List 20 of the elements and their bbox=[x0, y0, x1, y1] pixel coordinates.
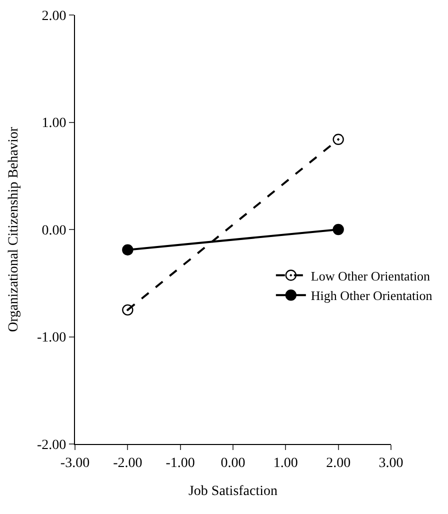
x-tick-label: 2.00 bbox=[326, 456, 351, 471]
x-axis-title: Job Satisfaction bbox=[188, 484, 278, 500]
y-tick-label: -1.00 bbox=[37, 330, 66, 346]
x-tick-label: -1.00 bbox=[166, 456, 195, 471]
y-tick-label: -2.00 bbox=[37, 438, 66, 453]
x-tick-label: -2.00 bbox=[113, 456, 142, 471]
point bbox=[332, 134, 344, 146]
y-axis-title: Organizational Citizenship Behavior bbox=[6, 126, 22, 332]
x-tick-label: -3.00 bbox=[60, 456, 90, 471]
x-tick-label: 0.00 bbox=[220, 456, 246, 471]
legend-label: Low Other Orientation bbox=[310, 268, 431, 284]
point bbox=[122, 244, 134, 256]
legend-label: High Other Orientation bbox=[310, 288, 433, 304]
x-tick-label: 1.00 bbox=[273, 456, 298, 471]
point bbox=[122, 304, 134, 316]
x-tick-label: 3.00 bbox=[378, 456, 404, 471]
y-tick-label: 2.00 bbox=[42, 8, 66, 24]
y-tick-label: 0.00 bbox=[42, 223, 66, 238]
y-tick-label: 1.00 bbox=[42, 116, 66, 132]
point bbox=[332, 224, 344, 236]
